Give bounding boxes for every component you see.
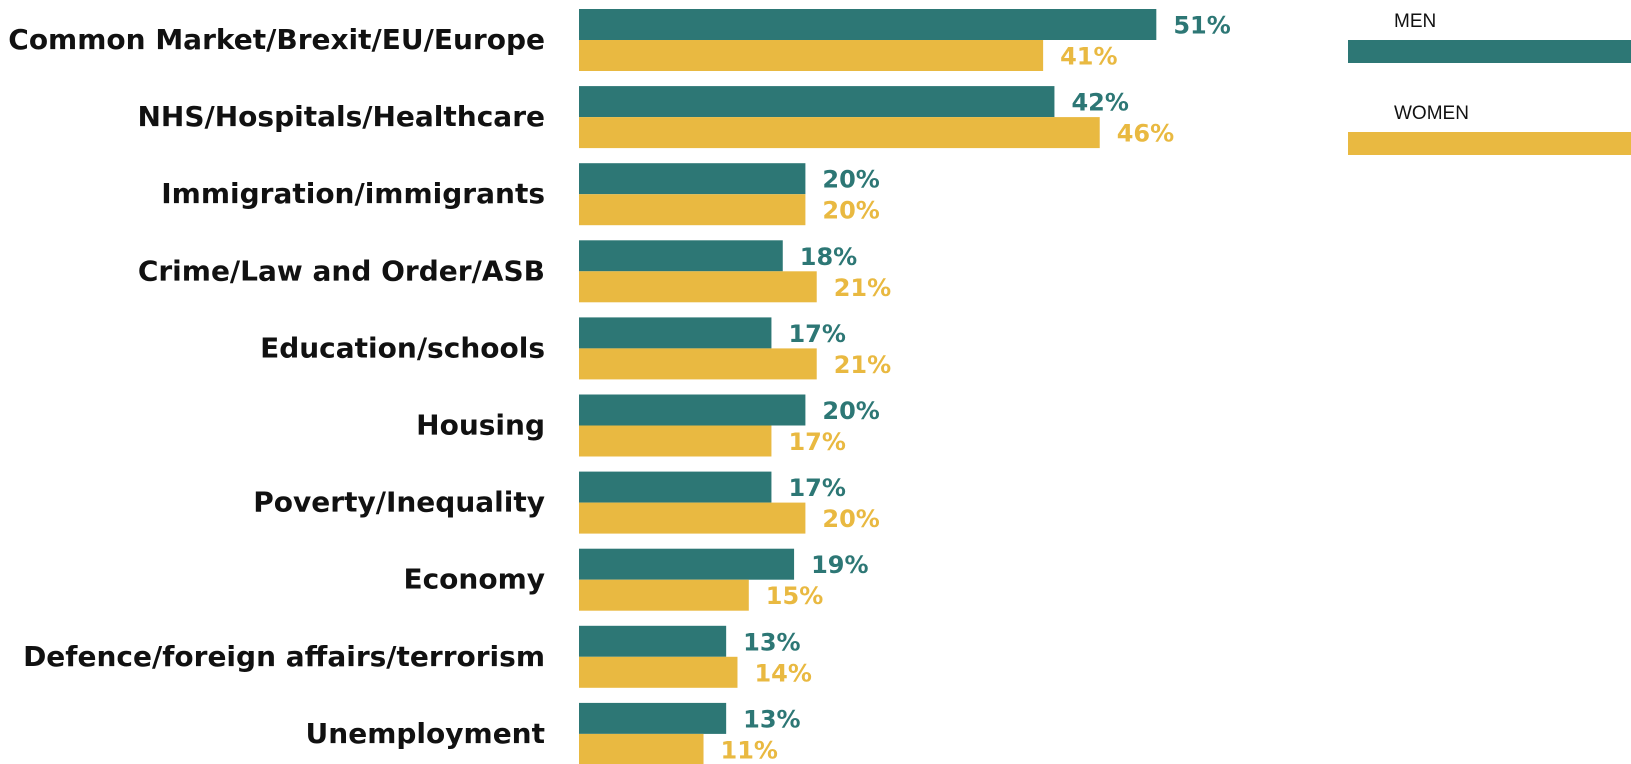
bar-men-defence-foreign-affairs-terrorism: [579, 625, 727, 657]
bar-men-unemployment: [579, 702, 727, 734]
value-label-women-immigration-immigrants: 20%: [822, 197, 879, 225]
category-label-defence-foreign-affairs-terrorism: Defence/foreign affairs/terrorism: [23, 640, 545, 673]
category-label-economy: Economy: [403, 563, 545, 596]
category-label-immigration-immigrants: Immigration/immigrants: [161, 177, 545, 210]
bar-women-immigration-immigrants: [579, 194, 806, 226]
bar-men-common-market-brexit-eu-europe: [579, 9, 1157, 40]
value-label-women-crime-law-and-order-asb: 21%: [834, 274, 891, 302]
legend-swatch-women: [1348, 132, 1631, 155]
bar-women-common-market-brexit-eu-europe: [579, 40, 1044, 71]
value-label-men-immigration-immigrants: 20%: [822, 166, 879, 194]
value-label-women-nhs-hospitals-healthcare: 46%: [1117, 120, 1174, 148]
category-label-education-schools: Education/schools: [260, 331, 545, 364]
bar-women-housing: [579, 425, 772, 457]
bar-women-poverty-inequality: [579, 502, 806, 534]
value-label-men-economy: 19%: [811, 551, 868, 579]
value-label-men-unemployment: 13%: [743, 705, 800, 733]
value-label-men-crime-law-and-order-asb: 18%: [800, 243, 857, 271]
value-label-women-economy: 15%: [766, 582, 823, 610]
value-label-women-education-schools: 21%: [834, 351, 891, 379]
bar-women-defence-foreign-affairs-terrorism: [579, 656, 738, 688]
category-label-common-market-brexit-eu-europe: Common Market/Brexit/EU/Europe: [8, 23, 545, 56]
category-label-nhs-hospitals-healthcare: NHS/Hospitals/Healthcare: [137, 100, 545, 133]
bar-women-education-schools: [579, 348, 817, 380]
value-label-men-education-schools: 17%: [788, 320, 845, 348]
category-label-poverty-inequality: Poverty/Inequality: [253, 486, 545, 519]
value-label-women-poverty-inequality: 20%: [822, 505, 879, 533]
bar-women-economy: [579, 579, 749, 611]
bar-women-crime-law-and-order-asb: [579, 271, 817, 303]
bar-men-housing: [579, 394, 806, 426]
plot-area: Common Market/Brexit/EU/Europe 51% 41% NHS/…: [8, 9, 1231, 764]
bar-men-economy: [579, 548, 795, 580]
bar-men-crime-law-and-order-asb: [579, 240, 783, 272]
value-label-men-common-market-brexit-eu-europe: 51%: [1173, 12, 1230, 40]
legend: MEN WOMEN: [1348, 11, 1631, 155]
value-label-men-nhs-hospitals-healthcare: 42%: [1071, 89, 1128, 117]
bar-men-nhs-hospitals-healthcare: [579, 86, 1055, 118]
legend-swatch-men: [1348, 40, 1631, 63]
category-label-housing: Housing: [416, 409, 545, 442]
bar-women-nhs-hospitals-healthcare: [579, 117, 1100, 149]
category-label-crime-law-and-order-asb: Crime/Law and Order/ASB: [138, 254, 545, 287]
bar-men-education-schools: [579, 317, 772, 349]
legend-label-women: WOMEN: [1394, 103, 1469, 124]
value-label-women-common-market-brexit-eu-europe: 41%: [1060, 43, 1117, 71]
bar-women-unemployment: [579, 733, 704, 764]
value-label-men-defence-foreign-affairs-terrorism: 13%: [743, 628, 800, 656]
value-label-women-unemployment: 11%: [721, 736, 778, 764]
bar-men-poverty-inequality: [579, 471, 772, 503]
legend-label-men: MEN: [1394, 11, 1436, 32]
value-label-men-housing: 20%: [822, 397, 879, 425]
value-label-women-housing: 17%: [788, 428, 845, 456]
value-label-women-defence-foreign-affairs-terrorism: 14%: [754, 659, 811, 687]
category-label-unemployment: Unemployment: [306, 717, 545, 750]
bar-men-immigration-immigrants: [579, 163, 806, 195]
value-label-men-poverty-inequality: 17%: [788, 474, 845, 502]
